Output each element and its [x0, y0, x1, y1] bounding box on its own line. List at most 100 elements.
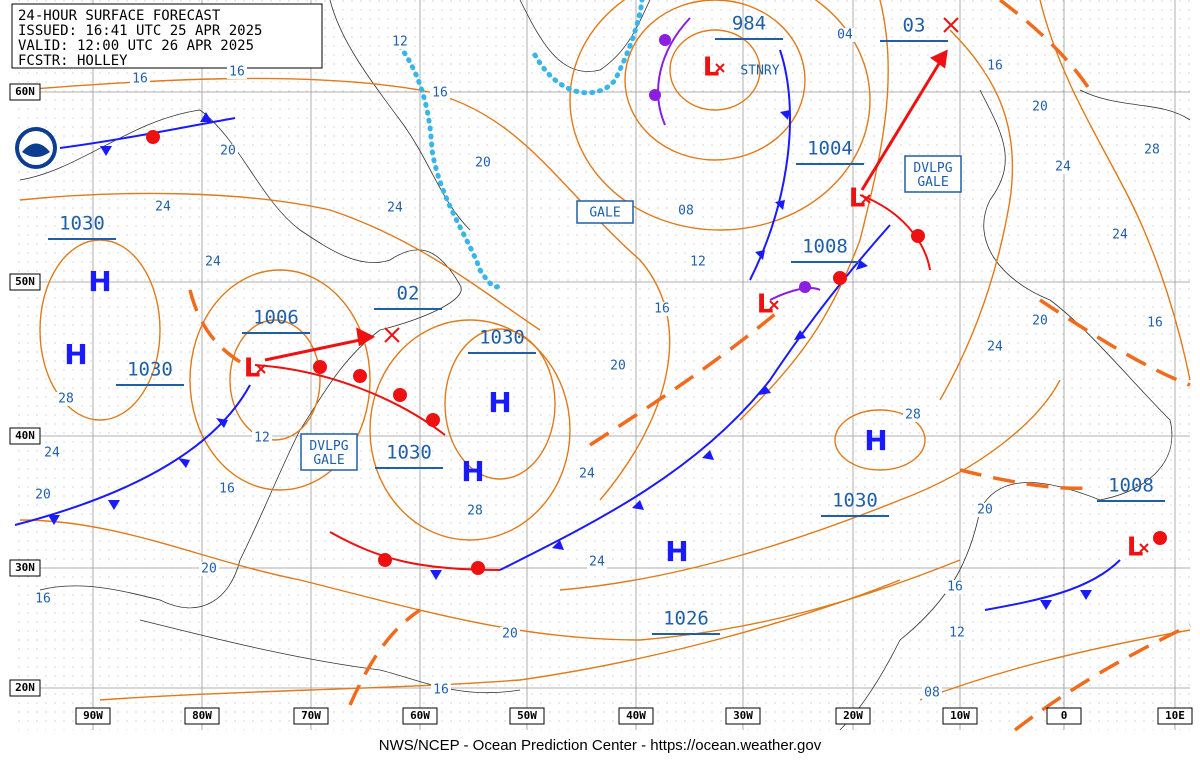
lat-label: 30N: [15, 561, 35, 574]
isobar-label: 12: [392, 35, 408, 50]
header-box: [11, 3, 323, 69]
isobar-label: 16: [987, 59, 1003, 74]
isobar-label: 20: [610, 359, 626, 374]
low-center: L: [703, 53, 720, 83]
lon-label: 0: [1061, 709, 1068, 722]
lon-label: 80W: [192, 709, 212, 722]
isobar-label: 20: [502, 627, 518, 642]
isobar-label: 20: [1032, 100, 1048, 115]
isobar-label: 24: [205, 255, 221, 270]
isobar-label-bg: [252, 431, 272, 445]
isobar-label: 24: [387, 201, 403, 216]
isobar-label: 28: [58, 392, 74, 407]
isobar-label-bg: [577, 467, 597, 481]
footer-credit: NWS/NCEP - Ocean Prediction Center - htt…: [379, 737, 822, 754]
isobar-label: 28: [1144, 143, 1160, 158]
isobar-label: 16: [654, 302, 670, 317]
coastlines: [19, 0, 1191, 731]
graticule: [12, 0, 1190, 730]
isobar-label-bg: [922, 686, 942, 700]
high-center: H: [864, 424, 887, 457]
isobar-label-bg: [985, 59, 1005, 73]
lat-label: 40N: [15, 429, 35, 442]
isobar-label: 08: [678, 204, 694, 219]
low-x: [861, 194, 871, 204]
isobar-label-bg: [835, 28, 855, 42]
lon-label: 10W: [950, 709, 970, 722]
high-center: H: [461, 455, 484, 488]
lon-label-box: [1157, 707, 1193, 725]
low-x: [256, 364, 266, 374]
isobar-label: 24: [1112, 228, 1128, 243]
lon-label: 60W: [410, 709, 430, 722]
pressure-label: 03: [903, 15, 926, 37]
isobar-label: 24: [987, 340, 1003, 355]
fronts: [14, 17, 1167, 611]
lat-label-box: [9, 83, 41, 101]
isobar-label-bg: [217, 482, 237, 496]
isobar-label-bg: [500, 627, 520, 641]
isobar-label-bg: [203, 255, 223, 269]
isobar-label-bg: [1053, 160, 1073, 174]
lon-label: 40W: [626, 709, 646, 722]
isobar-label: 08: [924, 686, 940, 701]
isobar-label: 16: [433, 683, 449, 698]
lat-label-box: [9, 679, 41, 697]
header-line: 24-HOUR SURFACE FORECAST: [18, 8, 221, 24]
warning-box: [576, 200, 634, 224]
isobar-label-bg: [385, 201, 405, 215]
lat-label-box: [9, 559, 41, 577]
isobars: [19, 0, 1191, 701]
isobar-label-bg: [652, 302, 672, 316]
isobar-label: 24: [579, 467, 595, 482]
lat-label-box: [9, 427, 41, 445]
isobar-label-bg: [975, 503, 995, 517]
pressure-label: 02: [397, 283, 420, 305]
pressure-label: 1008: [802, 236, 848, 258]
isobar-label-bg: [218, 144, 238, 158]
ice-edge: [392, 0, 645, 290]
isobar-label-bg: [676, 204, 696, 218]
lon-label: 90W: [83, 709, 103, 722]
header-line: FCSTR: HOLLEY: [18, 53, 128, 69]
isobar-label: 24: [1055, 160, 1071, 175]
lat-label-box: [9, 273, 41, 291]
isobar-label: 16: [947, 580, 963, 595]
lon-label-box: [835, 707, 871, 725]
lat-label: 50N: [15, 275, 35, 288]
lon-label-box: [402, 707, 438, 725]
isobar-label-bg: [390, 35, 410, 49]
low-x: [769, 300, 779, 310]
isobar-label: 20: [201, 562, 217, 577]
pressure-label: 1004: [807, 138, 853, 160]
warning-box: [904, 155, 962, 193]
isobar-label: 12: [254, 431, 270, 446]
isobar-label-bg: [587, 555, 607, 569]
lon-label-box: [293, 707, 329, 725]
isobar-label: 24: [155, 200, 171, 215]
pressure-label: 1008: [1108, 475, 1154, 497]
lon-label-box: [509, 707, 545, 725]
isobar-label-bg: [1145, 316, 1165, 330]
lon-label: 50W: [517, 709, 537, 722]
pressure-label: 1030: [832, 490, 878, 512]
isobar-label: 20: [220, 144, 236, 159]
isobar-label-bg: [199, 562, 219, 576]
pressure-label: 1030: [59, 213, 105, 235]
low-x: [715, 63, 725, 73]
lat-label: 20N: [15, 681, 35, 694]
isobar-label-bg: [465, 504, 485, 518]
isobar-label-bg: [608, 359, 628, 373]
isobar-label-bg: [903, 408, 923, 422]
isobar-label-bg: [473, 156, 493, 170]
isobar-label: 12: [690, 255, 706, 270]
pressure-label: 984: [732, 13, 766, 35]
lon-label-box: [184, 707, 220, 725]
isobar-label-bg: [947, 626, 967, 640]
isobar-label: 20: [977, 503, 993, 518]
isobar-label: 16: [132, 72, 148, 87]
isobar-label: 16: [219, 482, 235, 497]
isobar-label-bg: [945, 580, 965, 594]
